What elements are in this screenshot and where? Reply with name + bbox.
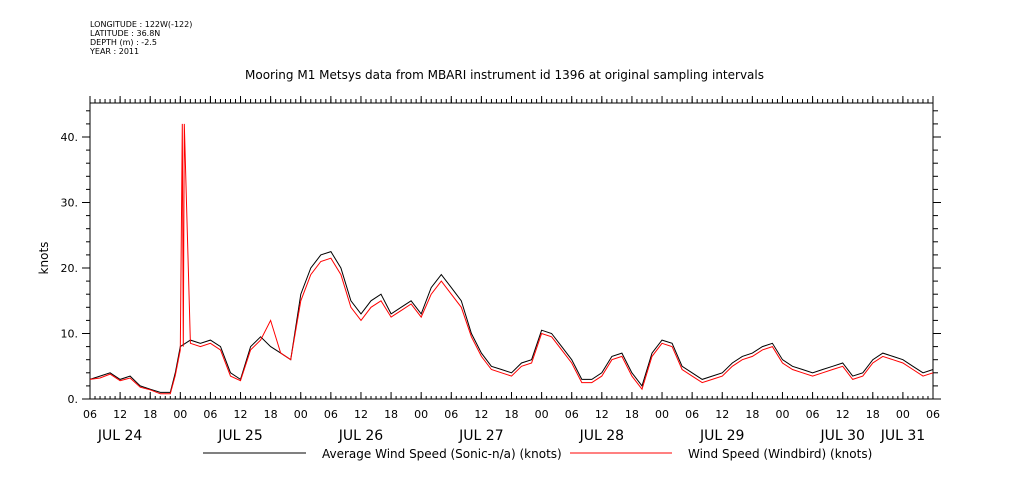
x-hour-label: 18 — [625, 408, 639, 421]
y-axis-label: knots — [37, 242, 51, 275]
x-hour-label: 18 — [866, 408, 880, 421]
longitude-text: LONGITUDE : 122W(-122) — [90, 20, 193, 29]
x-hour-label: 18 — [264, 408, 278, 421]
x-date-label: JUL 24 — [97, 428, 143, 444]
latitude-text: LATITUDE : 36.8N — [90, 29, 161, 38]
x-hour-label: 06 — [444, 408, 458, 421]
x-hour-label: 18 — [384, 408, 398, 421]
y-tick-label: 0. — [68, 393, 79, 406]
x-date-label: JUL 25 — [217, 428, 262, 444]
x-hour-label: 06 — [806, 408, 820, 421]
plot-frame — [89, 102, 934, 400]
x-hour-label: 12 — [474, 408, 488, 421]
x-hour-label: 00 — [896, 408, 910, 421]
x-hour-label: 06 — [685, 408, 699, 421]
x-axis: 06 12 18 00 06 12 18 00 06 12 18 00 06 12 18 00 06 12 18 00… — [83, 96, 940, 444]
x-hour-label: 06 — [203, 408, 217, 421]
x-hour-label: 12 — [354, 408, 368, 421]
legend: Average Wind Speed (Sonic-n/a) (knots) W… — [203, 447, 872, 461]
x-hour-label: 06 — [324, 408, 338, 421]
x-hour-label: 00 — [775, 408, 789, 421]
chart-title: Mooring M1 Metsys data from MBARI instru… — [245, 68, 764, 82]
y-axis: 0. 10. 20. 30. 40. — [61, 131, 941, 406]
x-hour-label: 12 — [234, 408, 248, 421]
x-date-label: JUL 28 — [579, 428, 624, 444]
x-hour-label: 00 — [294, 408, 308, 421]
y-tick-label: 20. — [61, 262, 79, 275]
x-hour-label: 06 — [926, 408, 940, 421]
x-hour-label: 00 — [414, 408, 428, 421]
x-date-label: JUL 26 — [338, 428, 384, 444]
y-tick-label: 40. — [61, 131, 79, 144]
y-tick-label: 10. — [61, 328, 79, 341]
x-hour-label: 12 — [836, 408, 850, 421]
x-hour-label: 06 — [83, 408, 97, 421]
x-date-label: JUL 31 — [880, 428, 925, 444]
x-hour-label: 18 — [745, 408, 759, 421]
x-hour-label: 18 — [505, 408, 519, 421]
year-text: YEAR : 2011 — [90, 47, 140, 56]
x-date-label: JUL 29 — [699, 428, 744, 444]
x-hour-label: 18 — [143, 408, 157, 421]
x-date-label: JUL 30 — [819, 428, 864, 444]
x-hour-label: 00 — [173, 408, 187, 421]
series-layer — [89, 123, 934, 395]
series-windbird-wind-speed — [89, 123, 934, 395]
x-hour-label: 12 — [715, 408, 729, 421]
series-average-wind-speed — [89, 251, 934, 393]
metadata-block: LONGITUDE : 122W(-122) LATITUDE : 36.8N … — [90, 20, 192, 56]
legend-label-windbird: Wind Speed (Windbird) (knots) — [688, 447, 872, 461]
x-hour-label: 00 — [655, 408, 669, 421]
minor-ticks — [86, 99, 938, 400]
legend-label-average: Average Wind Speed (Sonic-n/a) (knots) — [322, 447, 562, 461]
x-hour-label: 00 — [535, 408, 549, 421]
x-date-label: JUL 27 — [458, 428, 503, 444]
depth-text: DEPTH (m) : -2.5 — [90, 38, 157, 47]
x-hour-label: 06 — [565, 408, 579, 421]
y-tick-label: 30. — [61, 197, 79, 210]
x-hour-label: 12 — [595, 408, 609, 421]
x-hour-label: 12 — [113, 408, 127, 421]
